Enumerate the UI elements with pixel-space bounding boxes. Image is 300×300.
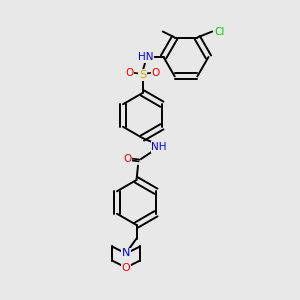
- Text: O: O: [152, 68, 160, 78]
- Text: O: O: [123, 154, 132, 164]
- Text: S: S: [139, 70, 146, 80]
- Text: O: O: [122, 262, 130, 272]
- Text: O: O: [125, 68, 133, 78]
- Text: NH: NH: [151, 142, 167, 152]
- Text: Cl: Cl: [214, 26, 225, 37]
- Text: N: N: [122, 248, 130, 259]
- Text: HN: HN: [138, 52, 153, 62]
